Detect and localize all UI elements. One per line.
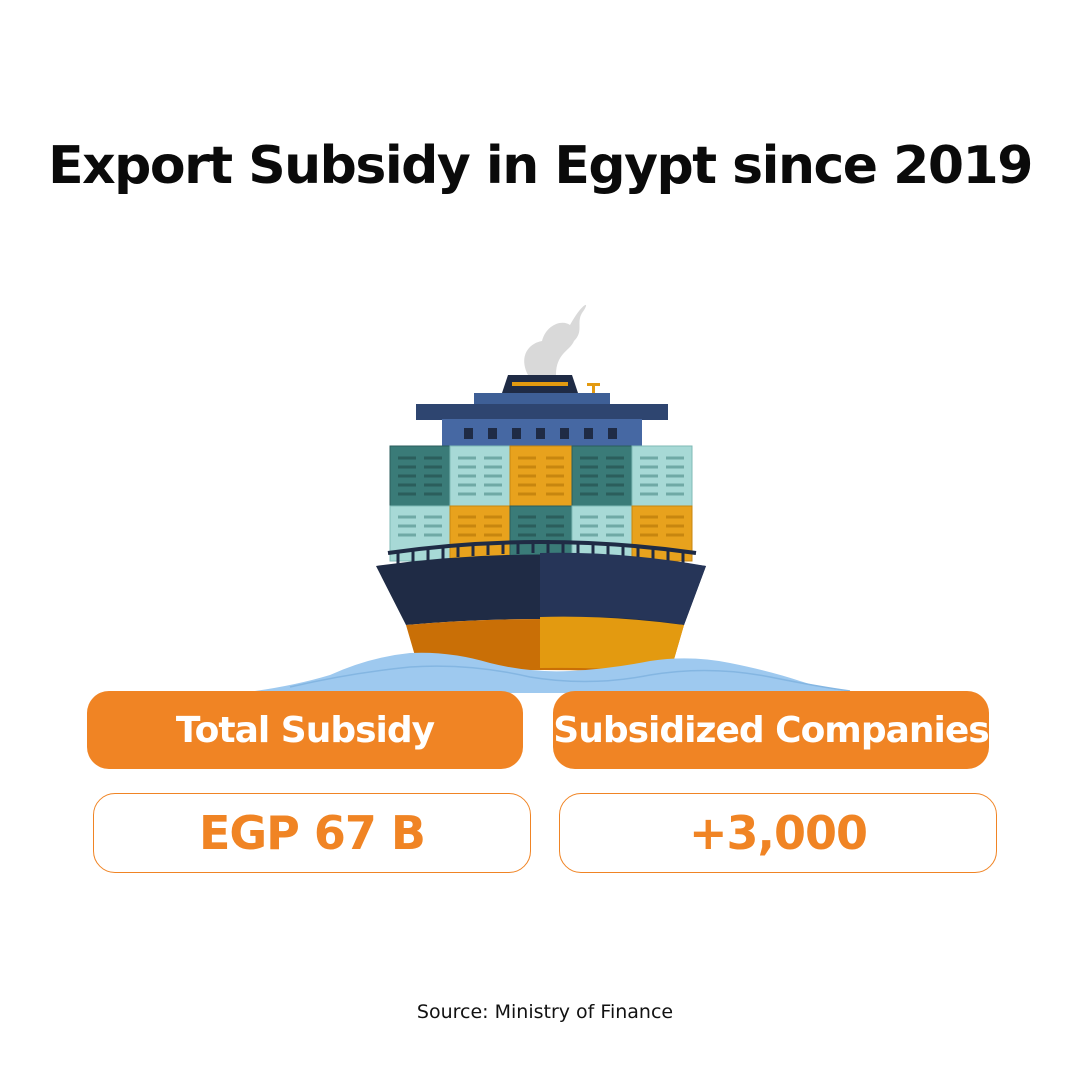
source-note: Source: Ministry of Finance xyxy=(416,1001,674,1023)
cargo-ship-icon xyxy=(240,304,870,693)
smoke-icon xyxy=(524,304,587,375)
total-subsidy-label: Total Subsidy xyxy=(87,691,523,769)
subsidized-companies-label: Subsidized Companies xyxy=(553,691,990,769)
subsidized-companies-value: +3,000 xyxy=(559,793,997,873)
total-subsidy-value: EGP 67 B xyxy=(93,793,531,873)
page-title: Export Subsidy in Egypt since 2019 xyxy=(48,136,1033,196)
